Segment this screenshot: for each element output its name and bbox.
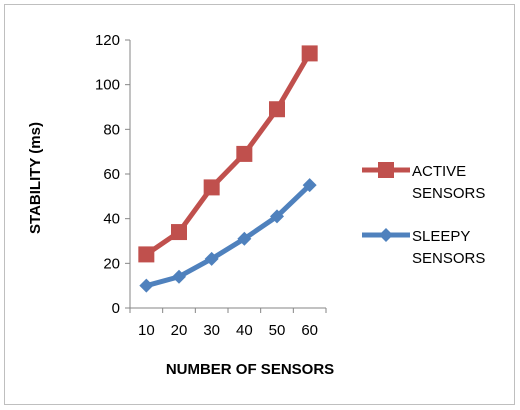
x-axis-title: NUMBER OF SENSORS <box>166 361 334 378</box>
data-point <box>203 179 220 196</box>
y-axis-title: STABILITY (ms) <box>27 122 44 234</box>
y-tick-label: 40 <box>103 211 120 228</box>
y-tick-label: 120 <box>95 32 120 49</box>
x-tick-label: 50 <box>269 322 286 339</box>
legend-item: SLEEPY SENSORS <box>362 228 485 267</box>
data-point <box>172 269 186 284</box>
data-point <box>236 145 253 162</box>
data-point <box>139 278 154 293</box>
y-tick-label: 60 <box>103 166 120 183</box>
x-tick-label: 60 <box>301 322 318 339</box>
data-point <box>204 251 219 266</box>
data-point <box>171 224 187 241</box>
series-line <box>143 50 313 257</box>
legend-label: ACTIVE <box>412 163 466 180</box>
plot-area <box>138 45 318 293</box>
x-tick-label: 10 <box>138 322 155 339</box>
data-point <box>270 209 284 224</box>
legend-label: SLEEPY <box>412 228 470 245</box>
y-tick-label: 20 <box>103 255 120 272</box>
y-tick-label: 100 <box>95 77 120 94</box>
y-tick-label: 80 <box>103 121 120 138</box>
data-point <box>237 231 252 246</box>
chart-area <box>4 4 515 405</box>
legend-label: SENSORS <box>412 185 485 202</box>
data-point <box>301 45 318 62</box>
data-point <box>269 101 285 118</box>
series-1 <box>138 45 318 263</box>
x-tick-label: 30 <box>203 322 220 339</box>
legend-marker <box>378 162 394 178</box>
data-point <box>138 246 155 263</box>
y-axis: 0 20 40 60 80 100 120 <box>95 32 131 317</box>
series-2 <box>139 178 317 293</box>
x-tick-label: 20 <box>171 322 188 339</box>
legend-label: SENSORS <box>412 250 485 267</box>
legend-marker <box>379 228 393 242</box>
y-tick-label: 0 <box>112 300 120 317</box>
legend: ACTIVE SENSORS SLEEPY SENSORS <box>362 162 485 267</box>
x-axis: 10 20 30 40 50 60 <box>129 307 327 339</box>
data-point <box>302 178 317 193</box>
x-tick-label: 40 <box>236 322 253 339</box>
legend-item: ACTIVE SENSORS <box>362 162 485 202</box>
